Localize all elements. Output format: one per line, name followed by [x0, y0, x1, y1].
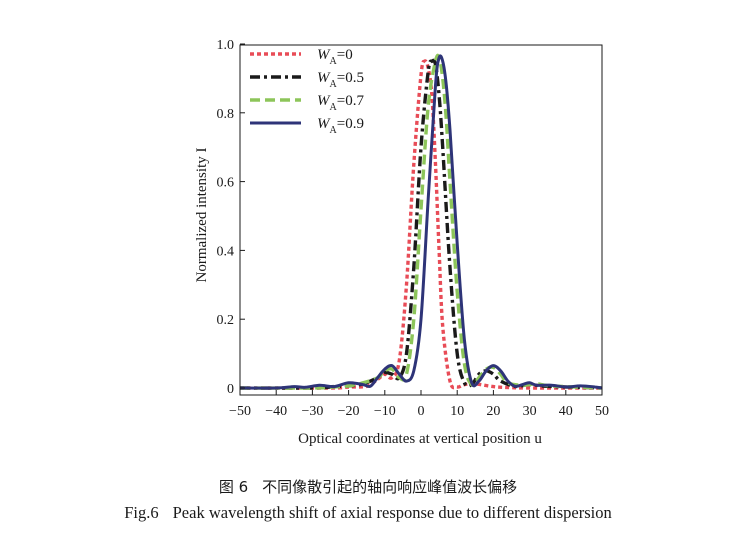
- x-tick-label: 40: [559, 404, 573, 419]
- x-tick-label: 50: [595, 404, 609, 419]
- x-tick-label: −30: [301, 404, 323, 419]
- x-axis: −50 −40 −30 −20 −10 0 10 20 30 40 50: [229, 390, 609, 419]
- plot-lines: [239, 53, 603, 390]
- x-tick-label: 20: [486, 404, 500, 419]
- legend-entry-sub: A: [330, 56, 338, 67]
- x-axis-label: Optical coordinates at vertical position…: [298, 431, 542, 447]
- caption-text-en: Peak wavelength shift of axial response …: [172, 503, 612, 522]
- x-tick-label: −50: [229, 404, 251, 419]
- y-tick-label: 0.6: [217, 176, 235, 191]
- caption-label-cn: 图 6: [218, 478, 249, 496]
- legend-entry: WA=0: [317, 47, 353, 67]
- y-tick-label: 0.2: [217, 313, 235, 328]
- series-line-3: [239, 54, 603, 390]
- legend: WA=0WA=0.5WA=0.7WA=0.9: [250, 47, 364, 136]
- legend-entry-var: W: [317, 93, 331, 109]
- series-line-0: [239, 59, 603, 390]
- legend-entry-var: W: [317, 116, 331, 132]
- legend-entry-var: W: [317, 70, 331, 86]
- caption-text-cn: 不同像散引起的轴向响应峰值波长偏移: [262, 478, 518, 496]
- x-tick-label: 30: [523, 404, 537, 419]
- legend-entry-value: =0: [337, 47, 353, 63]
- y-tick-label: 0: [227, 382, 234, 397]
- legend-entry-sub: A: [330, 102, 338, 113]
- y-tick-label: 0.4: [217, 244, 235, 259]
- x-tick-label: −20: [338, 404, 360, 419]
- series-line-2: [239, 53, 603, 390]
- legend-entry-var: W: [317, 47, 331, 63]
- x-tick-label: −40: [265, 404, 287, 419]
- y-tick-label: 1.0: [217, 38, 235, 53]
- legend-entry-sub: A: [330, 125, 338, 136]
- legend-entry-sub: A: [330, 79, 338, 90]
- x-tick-label: 0: [418, 404, 425, 419]
- legend-entry: WA=0.7: [317, 93, 364, 113]
- line-chart: −50 −40 −30 −20 −10 0 10 20 30 40 50 0 0.2 0.4 0.6 0.8…: [194, 38, 609, 447]
- legend-entry-value: =0.9: [337, 116, 364, 132]
- x-tick-label: −10: [374, 404, 396, 419]
- legend-entry: WA=0.5: [317, 70, 364, 90]
- legend-entry-value: =0.7: [337, 93, 365, 109]
- y-tick-label: 0.8: [217, 107, 235, 122]
- legend-entry-value: =0.5: [337, 70, 364, 86]
- caption-label-en: Fig.6: [124, 503, 159, 522]
- y-axis: 0 0.2 0.4 0.6 0.8 1.0: [217, 38, 245, 397]
- x-tick-label: 10: [450, 404, 464, 419]
- figure-caption-english: Fig.6 Peak wavelength shift of axial resp…: [0, 503, 736, 523]
- legend-entry: WA=0.9: [317, 116, 364, 136]
- y-axis-label: Normalized intensity I: [194, 148, 210, 283]
- series-line-1: [239, 58, 603, 390]
- figure-caption-chinese: 图 6 不同像散引起的轴向响应峰值波长偏移: [0, 476, 736, 497]
